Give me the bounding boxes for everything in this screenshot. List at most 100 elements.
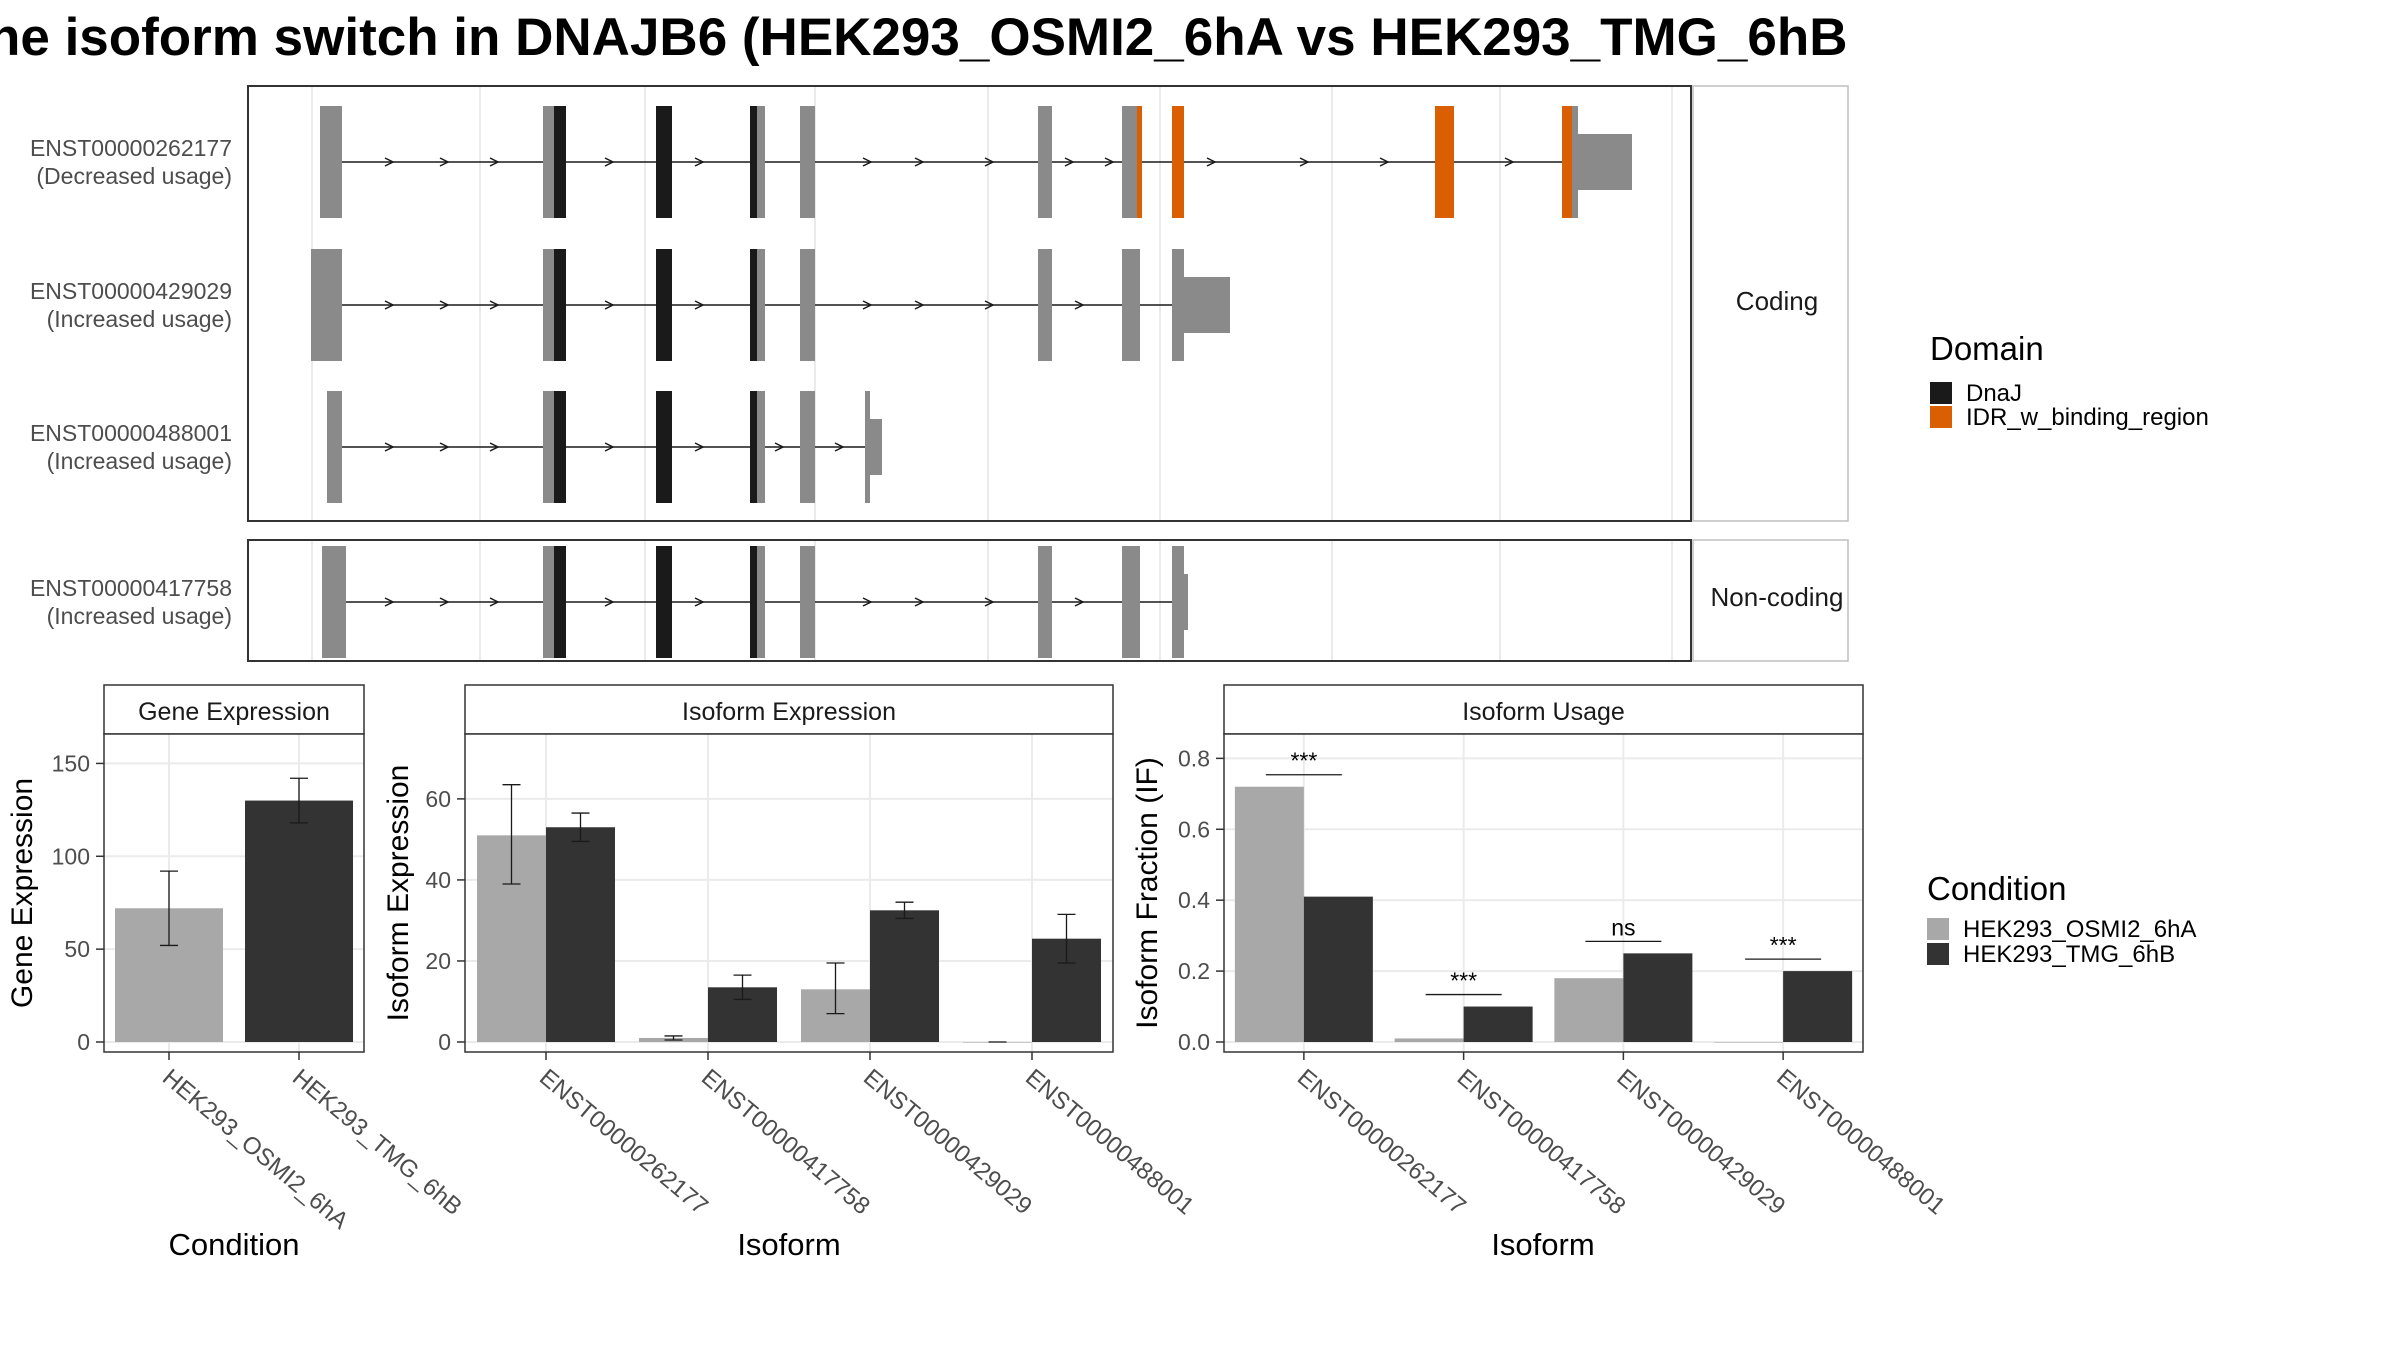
intron-arrow (1074, 300, 1085, 310)
exon-dnaj-domain (750, 249, 757, 361)
chart-title: Gene Expression (138, 698, 330, 726)
figure-title: he isoform switch in DNAJB6 (HEK293_OSMI… (0, 8, 1847, 67)
intron-arrow (774, 442, 785, 452)
exon-idr-domain (1562, 106, 1572, 218)
significance-label: *** (1450, 968, 1477, 994)
condition-legend-key-osmi2 (1927, 918, 1949, 940)
structure-panel-bg (248, 540, 1691, 661)
exon-dnaj-domain (656, 546, 672, 658)
significance-label: ns (1611, 914, 1635, 940)
y-tick-label: 50 (64, 936, 90, 962)
x-axis-title: Isoform (1491, 1227, 1594, 1262)
exon (1038, 546, 1052, 658)
intron-arrow (914, 300, 925, 310)
intron-arrow (1206, 157, 1217, 167)
intron-arrow (439, 442, 450, 452)
structure-panel-bg (248, 86, 1691, 521)
exon-dnaj-domain (750, 106, 757, 218)
chart-plot-border (464, 733, 1114, 1053)
bar (870, 910, 939, 1042)
intron-arrow (862, 300, 873, 310)
transcript-usage-label: (Increased usage) (47, 448, 232, 474)
y-axis-title: Gene Expression (6, 778, 39, 1008)
condition-legend-key-tmg (1927, 943, 1949, 965)
exon (543, 106, 554, 218)
y-tick-label: 60 (425, 786, 451, 812)
intron-arrow (604, 157, 615, 167)
intron-arrow (604, 442, 615, 452)
exon-utr (1184, 277, 1230, 333)
condition-legend-title: Condition (1927, 870, 2066, 907)
y-tick-label: 0.8 (1178, 745, 1210, 771)
exon (1172, 546, 1184, 658)
intron-arrow (604, 597, 615, 607)
isoform-usage-chart: Isoform Usage 0.0 0.2 0.4 0.6 0.8 *** ENST00000… (1131, 684, 1950, 1262)
intron-arrow (489, 300, 500, 310)
condition-legend-label-osmi2: HEK293_OSMI2_6hA (1963, 916, 2196, 943)
exon-utr (1578, 134, 1632, 190)
y-tick-label: 0.0 (1178, 1029, 1210, 1055)
exon-dnaj-domain (554, 249, 566, 361)
intron-arrow (439, 300, 450, 310)
isoform-expression-chart: Isoform Expression 0 20 40 60 ENST00000262177… (382, 684, 1199, 1262)
exon (757, 249, 765, 361)
domain-legend: Domain DnaJ IDR_w_binding_region (1930, 330, 2209, 431)
exon-dnaj-domain (750, 546, 757, 658)
exon-dnaj-domain (656, 249, 672, 361)
transcript-structure-panel: ENST00000262177(Decreased usage) ENST0000… (30, 85, 1849, 662)
intron-arrow (914, 157, 925, 167)
exon-dnaj-domain (554, 106, 566, 218)
intron-arrow (384, 300, 395, 310)
intron-arrow (694, 300, 705, 310)
intron-arrow (1104, 157, 1115, 167)
y-tick-label: 40 (425, 867, 451, 893)
x-tick-label: ENST00000262177 (534, 1064, 713, 1220)
intron-arrow (384, 157, 395, 167)
chart-plot-border (103, 733, 365, 1053)
intron-arrow (489, 157, 500, 167)
intron-arrow (694, 157, 705, 167)
exon (1038, 249, 1052, 361)
intron-arrow (834, 442, 845, 452)
chart-plot-border (1223, 733, 1864, 1053)
bar (546, 827, 615, 1042)
chart-title: Isoform Usage (1462, 698, 1625, 726)
x-tick-label: ENST00000429029 (858, 1064, 1037, 1220)
exon-idr-domain (1137, 106, 1142, 218)
intron-arrow (1379, 157, 1390, 167)
intron-arrow (984, 300, 995, 310)
y-tick-label: 0 (77, 1029, 90, 1055)
bar (1714, 1042, 1784, 1043)
exon (1572, 106, 1578, 218)
chart-strip (103, 684, 365, 735)
x-tick-label: ENST00000262177 (1292, 1064, 1471, 1220)
transcript-usage-label: (Increased usage) (47, 603, 232, 629)
exon-utr (870, 419, 882, 475)
intron-arrow (1074, 597, 1085, 607)
y-tick-label: 20 (425, 948, 451, 974)
exon (543, 546, 554, 658)
x-tick-label: ENST00000417758 (1452, 1064, 1631, 1220)
intron-arrow (914, 597, 925, 607)
y-axis-title: Isoform Expression (382, 765, 415, 1022)
domain-legend-title: Domain (1930, 330, 2044, 367)
intron-arrow (489, 597, 500, 607)
condition-legend-label-tmg: HEK293_TMG_6hB (1963, 941, 2175, 968)
bar (1394, 1038, 1464, 1042)
bar (1303, 896, 1373, 1042)
intron-arrow (439, 597, 450, 607)
intron-arrow (984, 597, 995, 607)
exon (757, 106, 765, 218)
exon (1172, 249, 1184, 361)
bar (1783, 971, 1853, 1042)
structure-strip (1692, 85, 1849, 522)
y-tick-label: 0.6 (1178, 816, 1210, 842)
strip-label-coding: Coding (1736, 286, 1818, 316)
x-tick-label: ENST00000488001 (1771, 1064, 1950, 1220)
x-axis-title: Condition (169, 1227, 300, 1262)
exon (311, 249, 342, 361)
exon-dnaj-domain (554, 391, 566, 503)
bar (245, 800, 353, 1042)
exon-dnaj-domain (554, 546, 566, 658)
